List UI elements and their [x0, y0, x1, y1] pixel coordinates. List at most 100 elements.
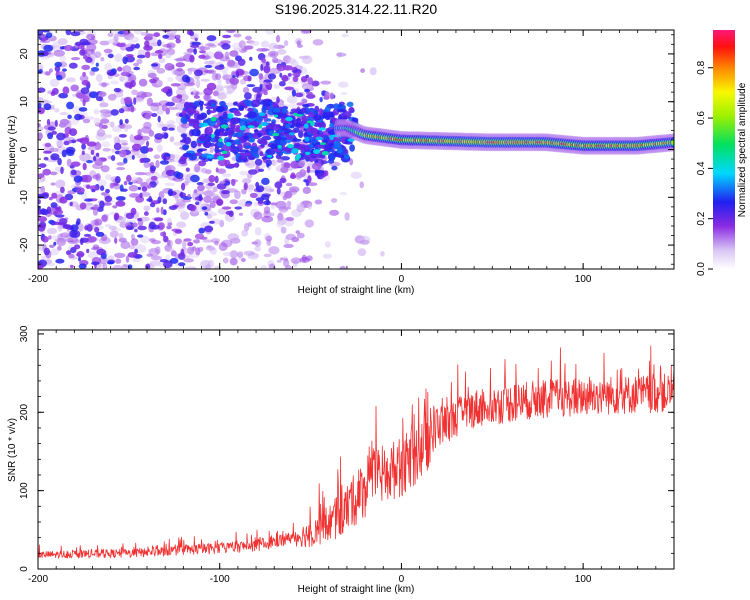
spectrogram-cell: [123, 181, 128, 186]
spectrogram-cell: [66, 250, 72, 256]
spectrogram-cell: [187, 194, 191, 198]
spectrogram-cell: [254, 153, 260, 159]
spectrogram-cell: [76, 187, 85, 194]
spectrogram-cell: [114, 252, 126, 258]
spectrogram-cell: [174, 238, 182, 245]
spectrogram-cell: [168, 127, 175, 131]
spectrogram-cell: [71, 57, 81, 61]
spectrogram-cell: [304, 136, 310, 142]
spectrogram-cell: [226, 139, 233, 143]
spectrogram-cell: [244, 45, 254, 50]
spectrogram-cell: [79, 38, 89, 46]
spectrogram-cell: [38, 173, 45, 179]
spectrogram-cell: [236, 131, 244, 138]
spectrogram-cell: [258, 73, 264, 80]
spectrogram-cell: [75, 221, 80, 226]
spectrogram-cell: [317, 172, 324, 180]
spectrogram-cell: [82, 99, 86, 107]
spectrogram-cell: [209, 193, 220, 198]
spectrogram-cell: [198, 135, 208, 142]
spectrogram-cell: [148, 221, 156, 230]
spectrogram-cell: [50, 248, 59, 256]
spectrogram-cell: [329, 209, 340, 216]
spectrogram-cell: [147, 147, 154, 152]
spectrogram-cell: [86, 43, 97, 52]
spectrogram-cell: [338, 103, 343, 107]
spectrogram-cell: [149, 181, 157, 188]
spectrogram-cell: [99, 102, 109, 108]
spectrogram-cell: [78, 263, 87, 269]
spectrogram-cell: [199, 236, 208, 240]
spectrogram-cell: [158, 260, 164, 268]
spectrogram-cell: [102, 262, 108, 269]
spectrogram-cell: [260, 194, 270, 200]
spectrogram-cell: [218, 141, 224, 149]
spectrogram-cell: [92, 244, 100, 250]
spectrogram-cell: [204, 64, 213, 69]
spectrogram-cell: [151, 102, 162, 107]
spectrogram-cell: [114, 176, 121, 184]
spectrogram-cell: [50, 153, 60, 161]
spectrogram-cell: [232, 110, 240, 115]
spectrogram-cell: [159, 259, 168, 263]
spectrogram-cell: [100, 165, 110, 173]
spectrogram-cell: [113, 142, 122, 151]
spectrogram-cell: [41, 236, 49, 243]
spectrogram-cell: [217, 92, 227, 100]
spectrogram-cell: [313, 149, 321, 155]
spectrogram-cell: [54, 119, 58, 127]
spectrogram-cell: [323, 135, 329, 141]
spectrogram-cell: [70, 31, 81, 37]
spectrogram-cell: [193, 95, 200, 99]
spectrogram-cell: [184, 266, 197, 269]
spectrogram-cell: [296, 145, 306, 151]
spectrogram-cell: [43, 247, 50, 256]
spectrogram-cell: [134, 248, 139, 254]
spectrogram-cell: [214, 175, 219, 184]
spectrogram-cell: [90, 67, 100, 72]
spectrogram-cell: [123, 157, 128, 164]
spectrogram-cell: [260, 265, 268, 269]
spectrogram-cell: [69, 201, 73, 206]
spectrogram-cell: [127, 264, 133, 269]
spectrogram-cell: [198, 194, 203, 202]
spectrogram-cell: [38, 216, 47, 223]
spectrogram-cell: [193, 100, 200, 107]
spectrogram-cell: [237, 58, 246, 66]
spectrogram-cell: [175, 38, 181, 44]
spectrogram-cell: [96, 129, 106, 137]
spectrogram-cell: [86, 141, 97, 147]
spectrogram-cell: [263, 65, 271, 74]
spectrogram-cell: [324, 241, 331, 248]
spectrogram-cell: [78, 107, 88, 112]
spectrogram-cell: [215, 84, 224, 92]
spectrogram-cell: [180, 211, 190, 220]
spectrogram-cell: [251, 99, 261, 108]
spectrogram-cell: [86, 248, 90, 254]
spectrogram-cell: [302, 186, 311, 194]
spectrogram-cell: [265, 61, 270, 66]
spectrogram-cell: [57, 245, 62, 251]
spectrogram-cell: [160, 231, 165, 237]
spectrogram-cell: [114, 237, 118, 244]
spectrogram-cell: [182, 74, 190, 83]
spectrogram-cell: [225, 210, 233, 215]
spectrogram-cell: [137, 54, 146, 59]
spectrogram-cell: [261, 48, 270, 52]
spectrogram-cell: [224, 159, 231, 167]
spectrogram-cell: [205, 245, 216, 251]
spectrogram-cell: [169, 136, 175, 143]
spectrogram-cell: [81, 150, 85, 156]
spectrogram-cell: [38, 132, 43, 140]
spectrogram-cell: [144, 113, 152, 120]
spectrogram-cell: [145, 51, 151, 59]
spectrogram-cell: [154, 50, 164, 54]
spectrogram-cell: [56, 223, 64, 231]
spectrogram-cell: [131, 89, 139, 96]
spectrogram-cell: [179, 56, 185, 61]
spectrogram-cell: [203, 150, 212, 154]
spectrogram-cell: [301, 55, 313, 64]
spectrogram-cell: [86, 33, 96, 40]
spectrogram-cell: [66, 101, 75, 110]
spectrogram-cell: [250, 146, 259, 153]
